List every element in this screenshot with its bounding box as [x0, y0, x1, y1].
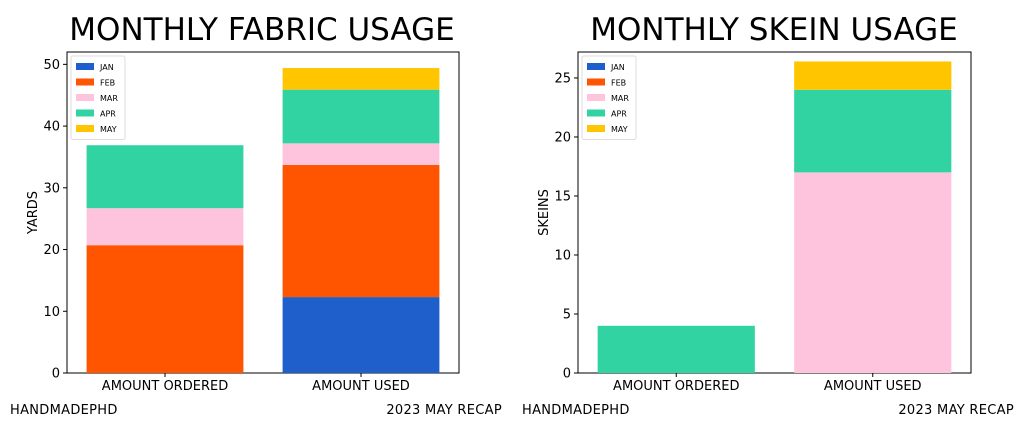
y-tick-label: 20	[554, 130, 571, 145]
x-tick-label: AMOUNT USED	[312, 379, 410, 394]
legend-label-apr: APR	[611, 110, 627, 119]
legend-label-mar: MAR	[100, 94, 118, 103]
bar-feb	[86, 245, 244, 373]
credit-text: HANDMADEPHD	[10, 403, 118, 418]
legend-label-may: MAY	[100, 125, 117, 134]
legend-swatch-mar	[76, 94, 94, 101]
bar-may	[282, 68, 440, 90]
x-tick-label: AMOUNT ORDERED	[102, 379, 228, 394]
bar-apr	[86, 145, 244, 209]
bar-mar	[282, 143, 440, 165]
legend	[581, 55, 637, 140]
x-tick-label: AMOUNT USED	[824, 379, 922, 394]
y-tick-label: 50	[43, 58, 60, 73]
bar-mar	[794, 172, 952, 373]
y-tick-label: 10	[43, 305, 60, 320]
legend-label-feb: FEB	[611, 79, 626, 88]
y-tick-label: 5	[563, 307, 571, 322]
y-tick-label: 40	[43, 120, 60, 135]
legend-swatch-feb	[76, 78, 94, 86]
fabric-usage-chart: MONTHLY FABRIC USAGE AMOUNT ORDERED AMOUNT…	[26, 12, 460, 394]
recap-text: 2023 MAY RECAP	[386, 403, 502, 418]
bar-apr	[282, 89, 440, 144]
y-tick-label: 0	[52, 367, 60, 382]
recap-text: 2023 MAY RECAP	[898, 403, 1014, 418]
y-tick-label: 25	[554, 71, 571, 86]
y-tick-label: 15	[554, 189, 571, 204]
chart-title: MONTHLY FABRIC USAGE	[69, 12, 454, 48]
legend-swatch-may	[587, 125, 605, 132]
legend-swatch-apr	[587, 109, 605, 117]
legend-swatch-jan	[76, 63, 94, 70]
legend-swatch-jan	[587, 63, 605, 70]
y-axis-label: YARDS	[26, 191, 41, 235]
bar-may	[794, 61, 952, 90]
legend-label-feb: FEB	[100, 79, 115, 88]
y-tick-label: 10	[554, 248, 571, 263]
bar-jan	[282, 297, 440, 373]
x-tick-label: AMOUNT ORDERED	[613, 379, 739, 394]
bar-apr	[597, 325, 755, 373]
legend-swatch-feb	[587, 78, 605, 86]
legend-label-jan: JAN	[99, 63, 114, 72]
y-tick-label: 0	[563, 367, 571, 382]
skein-usage-chart: MONTHLY SKEIN USAGE AMOUNT ORDERED AMOUNT …	[537, 12, 972, 394]
skein-chart-panel: MONTHLY SKEIN USAGE AMOUNT ORDERED AMOUNT …	[512, 0, 1024, 427]
y-axis-label: SKEINS	[537, 189, 552, 236]
bar-apr	[794, 89, 952, 173]
y-tick-label: 30	[43, 181, 60, 196]
legend-label-apr: APR	[100, 110, 116, 119]
bar-feb	[282, 164, 440, 298]
bar-mar	[86, 208, 244, 246]
legend-label-may: MAY	[611, 125, 628, 134]
y-tick-label: 20	[43, 243, 60, 258]
chart-title: MONTHLY SKEIN USAGE	[590, 12, 958, 48]
legend	[70, 55, 126, 140]
fabric-chart-panel: MONTHLY FABRIC USAGE AMOUNT ORDERED AMOUNT…	[10, 12, 502, 418]
plot-area	[577, 51, 972, 374]
legend-swatch-apr	[76, 109, 94, 117]
plot-area	[66, 51, 460, 374]
legend-label-jan: JAN	[610, 63, 625, 72]
legend-swatch-may	[76, 125, 94, 132]
credit-text: HANDMADEPHD	[522, 403, 630, 418]
legend-swatch-mar	[587, 94, 605, 101]
legend-label-mar: MAR	[611, 94, 629, 103]
